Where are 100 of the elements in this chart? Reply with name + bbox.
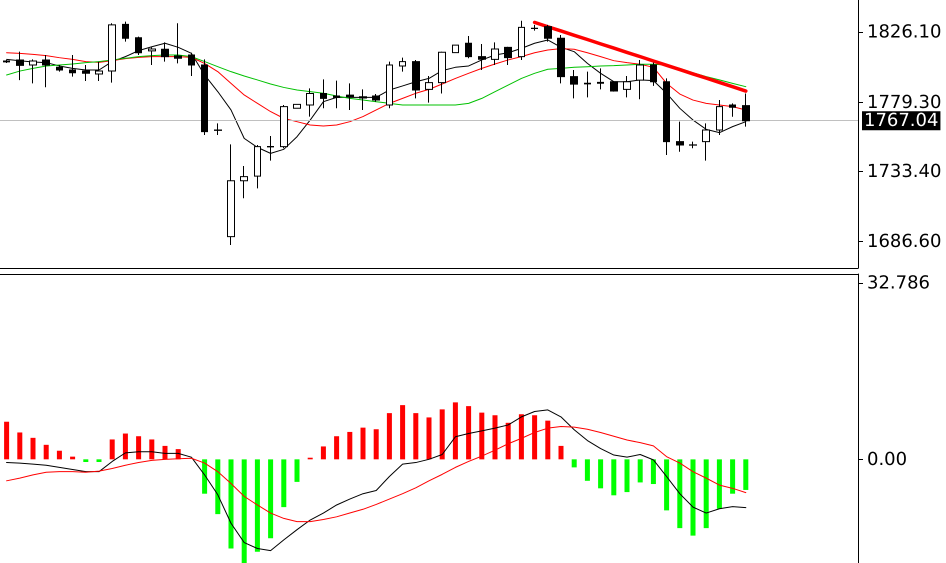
bar <box>452 402 458 460</box>
candlestick <box>214 122 222 136</box>
candlestick <box>491 42 499 66</box>
bar <box>122 434 128 460</box>
bar <box>650 459 656 484</box>
bar <box>136 436 142 460</box>
bar <box>677 459 682 528</box>
candlestick <box>82 64 90 82</box>
candlestick <box>689 141 697 149</box>
candlestick <box>188 52 195 77</box>
candlestick <box>716 100 723 136</box>
candlestick <box>610 80 618 92</box>
bar <box>96 459 102 462</box>
bar <box>638 459 643 482</box>
candlestick <box>386 61 393 109</box>
bar <box>716 459 722 509</box>
line-series <box>6 409 746 552</box>
bar <box>584 459 590 481</box>
candlestick <box>29 58 37 84</box>
candlestick <box>452 44 459 54</box>
candlestick <box>161 42 169 62</box>
candlestick <box>412 59 420 99</box>
bar <box>202 459 208 494</box>
candlestick <box>69 54 76 78</box>
bar <box>360 428 366 460</box>
candlestick <box>425 76 433 104</box>
y-tick-label: 1826.10 <box>867 22 942 42</box>
bar <box>334 436 340 460</box>
bar <box>4 422 10 460</box>
candlestick <box>729 102 736 118</box>
bar <box>149 439 154 460</box>
candlestick <box>650 62 657 86</box>
bar <box>730 459 736 494</box>
candlestick <box>676 121 684 152</box>
bar <box>242 459 247 563</box>
y-tick-label: 32.786 <box>867 272 930 294</box>
bar <box>598 459 604 488</box>
candlestick <box>636 59 644 100</box>
ref-line-label: 1767.04 <box>864 110 938 132</box>
bar <box>294 459 300 482</box>
candlestick <box>122 21 129 42</box>
candlestick <box>465 36 472 59</box>
bar <box>704 459 709 528</box>
bar <box>440 409 445 460</box>
candlestick <box>56 64 63 72</box>
bar <box>572 459 577 468</box>
candlestick <box>333 80 340 109</box>
candlestick <box>293 103 301 110</box>
candlestick <box>478 44 486 71</box>
line-series <box>6 54 746 106</box>
y-tick-label: 0.00 <box>867 448 908 470</box>
bar <box>611 459 616 496</box>
bar <box>30 438 36 460</box>
bar <box>215 459 220 514</box>
bar <box>110 439 115 460</box>
candlestick <box>584 71 591 98</box>
candlestick <box>438 51 446 94</box>
bar <box>400 405 406 460</box>
candlestick <box>95 61 103 82</box>
candlestick <box>570 70 578 99</box>
candlestick <box>320 78 327 109</box>
bar <box>83 459 88 462</box>
candlestick <box>148 46 156 66</box>
bar <box>426 417 432 460</box>
bar <box>413 413 418 460</box>
candlestick <box>504 46 512 66</box>
candlestick <box>306 88 314 118</box>
candlestick <box>227 144 235 246</box>
line-series <box>532 20 748 93</box>
candlestick <box>280 104 288 149</box>
bar <box>320 446 326 460</box>
bar <box>268 459 274 538</box>
bar <box>374 429 379 460</box>
candlestick <box>201 58 208 136</box>
y-tick-label: 1733.40 <box>867 160 942 182</box>
candlestick <box>359 88 367 110</box>
candlestick <box>42 54 50 88</box>
y-tick-label: 1686.60 <box>867 231 942 252</box>
candlestick <box>531 24 538 32</box>
candlestick <box>597 68 604 90</box>
bar <box>743 459 748 490</box>
bar <box>624 459 630 492</box>
bar <box>17 432 22 460</box>
bar <box>228 459 234 548</box>
bar <box>558 446 564 460</box>
candlestick <box>16 51 24 81</box>
bar <box>254 459 260 552</box>
candlestick <box>240 166 248 199</box>
bar <box>44 444 49 460</box>
candlestick <box>399 57 406 72</box>
bar <box>664 459 670 510</box>
bar <box>386 413 392 460</box>
bar <box>281 459 286 508</box>
candlestick <box>623 76 631 98</box>
candlestick <box>346 82 354 110</box>
candlestick <box>372 94 380 102</box>
bar <box>70 456 76 460</box>
bar <box>56 450 62 460</box>
bar <box>347 432 352 460</box>
y-tick-label: 1779.30 <box>867 92 942 113</box>
